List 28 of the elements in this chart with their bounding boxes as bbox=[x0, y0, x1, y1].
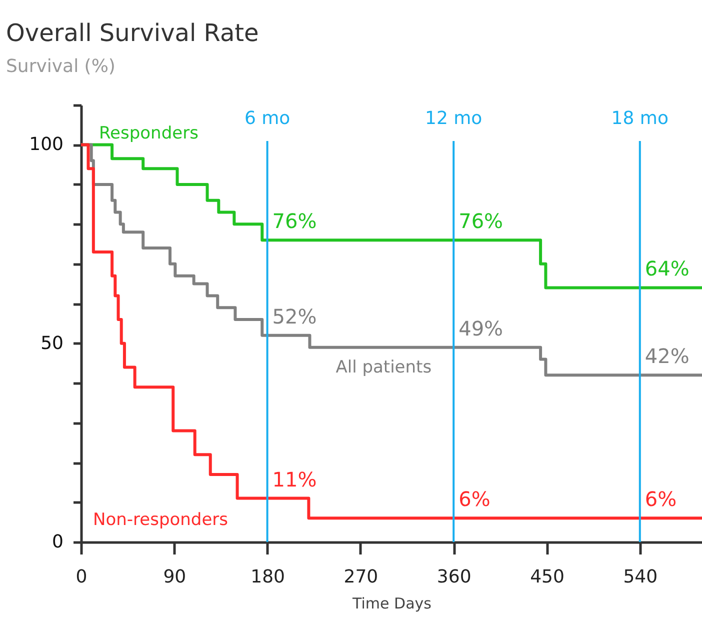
annotation: 76% bbox=[458, 209, 504, 234]
annotation: 49% bbox=[458, 316, 504, 340]
x-tick-label: 0 bbox=[76, 566, 88, 588]
ref-line-label: 18 mo bbox=[611, 108, 668, 129]
x-tick-label: 270 bbox=[344, 566, 378, 588]
annotation: 76% bbox=[272, 209, 317, 234]
y-tick-label: 0 bbox=[52, 532, 64, 552]
x-tick-label: 360 bbox=[436, 566, 472, 588]
annotation: 42% bbox=[644, 344, 690, 368]
y-axis-title: Survival (%) bbox=[6, 56, 116, 77]
annotation: 6% bbox=[644, 487, 677, 512]
annotation: 11% bbox=[272, 467, 317, 492]
y-tick-label: 100 bbox=[29, 134, 64, 156]
y-tick-label: 50 bbox=[40, 332, 64, 354]
x-tick-label: 90 bbox=[163, 566, 186, 588]
ref-line-label: 12 mo bbox=[425, 108, 482, 129]
x-tick-label: 180 bbox=[250, 566, 285, 588]
annotation: 64% bbox=[644, 256, 690, 281]
x-tick-label: 450 bbox=[530, 566, 564, 588]
chart-title: Overall Survival Rate bbox=[6, 19, 259, 47]
x-tick-label: 540 bbox=[623, 566, 658, 588]
ref-line-label: 6 mo bbox=[244, 108, 290, 129]
annotation: 52% bbox=[272, 304, 317, 328]
series-label: Non-responders bbox=[93, 510, 228, 530]
series-label: All patients bbox=[336, 357, 432, 378]
x-axis-title: Time Days bbox=[352, 594, 432, 612]
series-label: Responders bbox=[99, 124, 199, 144]
annotation: 6% bbox=[458, 487, 490, 512]
